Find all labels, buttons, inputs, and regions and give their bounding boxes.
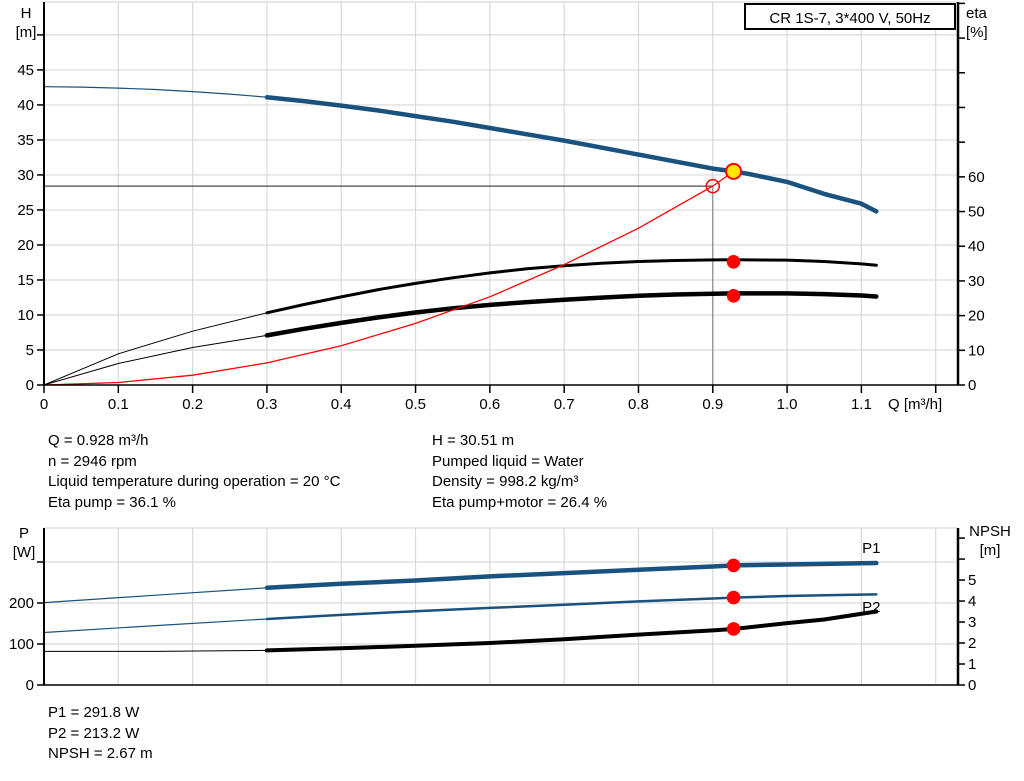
eta-pump-curve xyxy=(265,258,878,315)
duty-info-left: Q = 0.928 m³/h n = 2946 rpm Liquid tempe… xyxy=(48,431,340,513)
x-axis-tick-label: 1.1 xyxy=(851,396,872,413)
left-axis-tick-label: 100 xyxy=(9,636,34,653)
x-axis-tick-label: 0.1 xyxy=(108,396,129,413)
eta-axis-label-line1: eta xyxy=(966,5,987,22)
p1-curve xyxy=(264,560,879,591)
left-axis-tick-label: 30 xyxy=(17,167,34,184)
x-axis-tick-label: 0.4 xyxy=(331,396,352,413)
eta-axis-label-line2: [%] xyxy=(966,24,988,41)
p-axis-label-line1: P xyxy=(18,525,29,542)
right-axis-tick-label: 4 xyxy=(968,593,976,610)
npsh-curve xyxy=(264,609,879,653)
info-pumped-liquid: Pumped liquid = Water xyxy=(432,452,584,470)
left-axis-tick-label: 10 xyxy=(17,307,34,324)
eta-axis-label: eta [%] xyxy=(966,4,1018,42)
right-axis-tick-label: 1 xyxy=(968,656,976,673)
right-axis-tick-label: 20 xyxy=(968,308,985,325)
p1-curve-thin-segment xyxy=(43,587,268,604)
info-p1: P1 = 291.8 W xyxy=(48,704,140,721)
h-axis-label-line2: [m] xyxy=(15,24,37,41)
npsh-axis-label-line2: [m] xyxy=(979,542,1001,559)
left-axis-tick-label: 0 xyxy=(26,377,34,394)
x-axis-tick-label: 0.2 xyxy=(182,396,203,413)
spec-duty-point xyxy=(705,178,721,194)
left-axis-tick-label: 35 xyxy=(17,132,34,149)
pump-curve xyxy=(264,94,879,214)
left-axis-tick-label: 200 xyxy=(9,595,34,612)
right-axis-tick-label: 3 xyxy=(968,614,976,631)
pump-title-box: CR 1S-7, 3*400 V, 50Hz xyxy=(744,3,956,30)
left-axis-tick-label: 0 xyxy=(26,677,34,694)
left-axis-tick-label: 40 xyxy=(17,97,34,114)
right-axis-tick-label: 40 xyxy=(968,238,985,255)
eta-pump-motor-curve-thin-segment xyxy=(43,334,268,386)
power-info: P1 = 291.8 W P2 = 213.2 W NPSH = 2.67 m xyxy=(48,703,153,765)
eta-pump-motor-curve xyxy=(264,291,879,338)
system-curve xyxy=(43,170,735,386)
pump-curve-thin-segment xyxy=(43,86,268,98)
x-axis-tick-label: 0.8 xyxy=(628,396,649,413)
h-axis-label: H [m] xyxy=(8,4,44,42)
p1-label: P1 xyxy=(862,540,880,557)
info-p2: P2 = 213.2 W xyxy=(48,724,140,742)
h-axis-label-line1: H xyxy=(20,5,32,22)
right-axis-tick-label: 2 xyxy=(968,635,976,652)
duty-point[interactable] xyxy=(725,162,743,180)
eta-pump-motor-point xyxy=(726,289,741,303)
p-axis-label-line2: [W] xyxy=(12,544,36,561)
p2-label: P2 xyxy=(862,599,880,616)
left-axis-tick-label: 45 xyxy=(17,62,34,79)
info-density: Density = 998.2 kg/m³ xyxy=(432,473,579,490)
p2-curve-thin-segment xyxy=(43,618,268,634)
right-axis-tick-label: 10 xyxy=(968,342,985,359)
npsh-axis-label-line1: NPSH xyxy=(969,523,1011,540)
right-axis-tick-label: 0 xyxy=(968,677,976,694)
right-axis-tick-label: 50 xyxy=(968,204,985,221)
x-axis-tick-label: 0.3 xyxy=(256,396,277,413)
eta-pump-curve-thin-segment xyxy=(43,312,268,386)
info-eta-pump-motor: Eta pump+motor = 26.4 % xyxy=(432,493,608,511)
q-axis-label: Q [m³/h] xyxy=(888,396,943,413)
info-q: Q = 0.928 m³/h xyxy=(48,432,149,449)
p-axis-label: P [W] xyxy=(5,524,43,562)
right-axis-tick-label: 60 xyxy=(968,169,985,186)
p2-curve xyxy=(265,593,878,621)
left-axis-tick-label: 20 xyxy=(17,237,34,254)
left-axis-tick-label: 5 xyxy=(26,342,34,359)
x-axis-tick-label: 0.9 xyxy=(702,396,723,413)
x-axis-tick-label: 0.6 xyxy=(479,396,500,413)
info-eta-pump: Eta pump = 36.1 % xyxy=(48,493,176,511)
eta-pump-point xyxy=(726,255,741,269)
info-npsh: NPSH = 2.67 m xyxy=(48,745,153,762)
duty-info-right: H = 30.51 m Pumped liquid = Water Densit… xyxy=(432,431,607,513)
right-axis-tick-label: 5 xyxy=(968,572,976,589)
npsh-curve-thin-segment xyxy=(43,649,268,652)
npsh-point xyxy=(726,622,741,636)
x-axis-tick-label: 1.0 xyxy=(777,396,798,413)
x-axis-tick-label: 0.5 xyxy=(405,396,426,413)
info-h: H = 30.51 m xyxy=(432,432,515,449)
left-axis-tick-label: 25 xyxy=(17,202,34,219)
info-liquid-temp: Liquid temperature during operation = 20… xyxy=(48,473,341,490)
npsh-axis-label: NPSH [m] xyxy=(961,522,1019,560)
x-axis-tick-label: 0 xyxy=(40,396,48,413)
right-axis-tick-label: 30 xyxy=(968,273,985,290)
info-speed: n = 2946 rpm xyxy=(48,452,137,470)
p2-point xyxy=(726,590,741,605)
right-axis-tick-label: 0 xyxy=(968,377,976,394)
p1-point xyxy=(726,558,741,573)
left-axis-tick-label: 15 xyxy=(17,272,34,289)
x-axis-tick-label: 0.7 xyxy=(554,396,575,413)
